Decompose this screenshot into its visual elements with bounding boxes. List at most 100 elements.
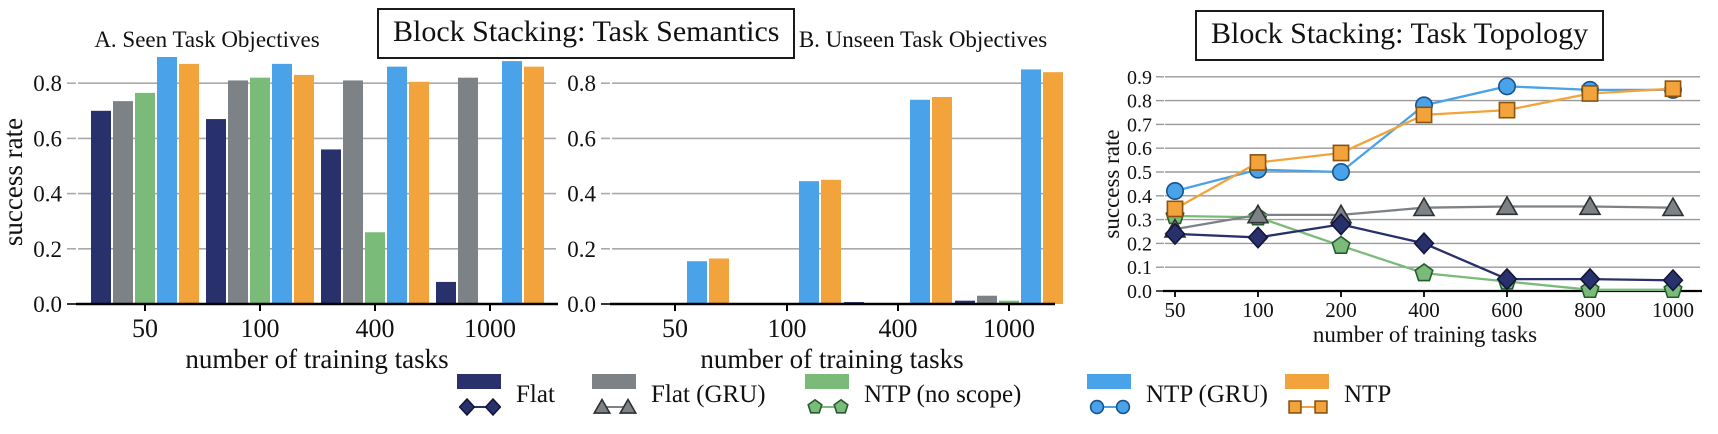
square-marker-icon <box>1166 200 1184 218</box>
bar-ntp-gru-50 <box>687 261 707 304</box>
x-axis-label: number of training tasks <box>700 344 963 374</box>
y-tick-label: 0.9 <box>1127 67 1152 89</box>
y-tick-label: 0.2 <box>567 237 596 262</box>
bar-ntp-50 <box>709 258 729 304</box>
triangle-marker-icon <box>618 397 638 414</box>
y-tick-label: 0.6 <box>567 126 596 151</box>
x-tick-label: 400 <box>879 314 918 343</box>
diamond-marker-icon <box>1496 267 1518 291</box>
y-tick-label: 0.3 <box>1127 210 1152 232</box>
line-chart-task-topology: 0.00.10.20.30.40.50.60.70.80.9 50 100 200 40… <box>1105 67 1702 347</box>
legend-glyph-ntp-gru <box>1087 374 1131 415</box>
x-tick-label: 50 <box>1165 298 1186 322</box>
diamond-marker-icon <box>1330 212 1352 236</box>
circle-marker-icon <box>1165 182 1184 201</box>
y-axis-label: success rate <box>1105 129 1124 238</box>
bar-flat-400 <box>321 149 341 304</box>
triangle-marker-icon <box>1578 195 1602 216</box>
diamond-marker-icon <box>484 397 502 417</box>
subtitle-unseen-task-objectives: B. Unseen Task Objectives <box>798 27 1048 52</box>
title-task-semantics: Block Stacking: Task Semantics <box>377 8 796 59</box>
legend-label: Flat <box>516 381 555 408</box>
legend-swatch <box>1087 374 1131 389</box>
x-axis-label: number of training tasks <box>185 344 448 374</box>
bar-ntp-400 <box>409 81 429 304</box>
bar-ntp-1000 <box>1043 72 1063 304</box>
diamond-marker-icon <box>1247 226 1269 249</box>
legend: Flat Flat (GRU) NTP (no scope) NTP (GRU) NTP <box>0 371 1718 427</box>
x-tick-label: 100 <box>768 314 807 343</box>
legend-item-flat-gru: Flat (GRU) <box>590 371 766 419</box>
x-axis-label: number of training tasks <box>1313 322 1537 347</box>
y-axis-label: success rate <box>0 118 28 246</box>
legend-label: NTP (GRU) <box>1146 381 1268 408</box>
subtitle-seen-task-objectives: A. Seen Task Objectives <box>94 27 320 52</box>
bar-ntp-50 <box>179 63 199 304</box>
bar-ntp-no-scope-1000 <box>999 300 1019 304</box>
bar-ntp-gru-400 <box>910 99 930 304</box>
legend-glyph-ntp <box>1285 374 1329 414</box>
y-tick-label: 0.0 <box>33 292 62 317</box>
diamond-marker-icon <box>1662 268 1684 292</box>
legend-item-ntp: NTP <box>1283 371 1391 419</box>
legend-label: NTP <box>1344 381 1392 408</box>
bar-ntp-100 <box>821 179 841 304</box>
bar-flat-gru-50 <box>113 101 133 304</box>
diamond-marker-icon <box>1579 267 1601 291</box>
bar-chart-seen-task-objectives: 0.0 0.2 0.4 0.6 0.8 50 100 400 1000 number of tra… <box>0 56 558 374</box>
pentagon-marker-icon <box>807 398 823 414</box>
bar-ntp-100 <box>294 74 314 304</box>
square-marker-icon <box>1249 154 1267 171</box>
diamond-marker-icon <box>1164 222 1186 246</box>
pentagon-marker-icon <box>833 398 849 414</box>
y-tick-label: 0.1 <box>1127 257 1152 279</box>
x-tick-label: 1000 <box>1652 298 1694 322</box>
square-marker-icon <box>1664 80 1682 98</box>
triangle-marker-icon <box>1412 196 1436 217</box>
title-task-topology: Block Stacking: Task Topology <box>1195 10 1605 61</box>
bar-ntp-400 <box>932 97 952 304</box>
x-tick-label: 50 <box>132 314 158 343</box>
circle-marker-icon <box>1497 77 1516 96</box>
bar-ntp-no-scope-50 <box>135 92 155 304</box>
y-tick-label: 0.8 <box>567 71 596 96</box>
bar-flat-100 <box>206 119 226 304</box>
bar-flat-gru-400 <box>343 80 363 304</box>
legend-item-ntp-gru: NTP (GRU) <box>1085 371 1268 419</box>
square-marker-icon <box>1415 106 1433 124</box>
circle-marker-icon <box>1115 399 1131 415</box>
circle-marker-icon <box>1089 399 1105 415</box>
y-tick-label: 0.2 <box>1127 233 1152 255</box>
square-marker-icon <box>1288 400 1302 414</box>
bar-flat-gru-1000 <box>458 77 478 305</box>
legend-glyph-flat <box>457 374 502 417</box>
y-tick-label: 0.8 <box>33 71 62 96</box>
bar-chart-unseen-task-objectives: 0.0 0.2 0.4 0.6 0.8 50 100 400 1000 number of tra… <box>567 69 1063 374</box>
y-tick-label: 0.2 <box>33 237 62 262</box>
x-tick-label: 800 <box>1574 298 1606 322</box>
bar-ntp-gru-1000 <box>1021 69 1041 305</box>
legend-label: NTP (no scope) <box>864 381 1022 408</box>
square-marker-icon <box>1314 400 1328 414</box>
y-tick-label: 0.5 <box>1127 162 1152 184</box>
square-marker-icon <box>1581 85 1599 102</box>
pentagon-marker-icon <box>1414 262 1434 282</box>
triangle-marker-icon <box>592 397 612 414</box>
bar-flat-gru-100 <box>228 80 248 304</box>
y-tick-label: 0.0 <box>1127 281 1152 303</box>
x-tick-label: 50 <box>662 314 688 343</box>
bar-flat-50 <box>91 110 111 304</box>
legend-label: Flat (GRU) <box>651 381 766 408</box>
x-tick-label: 1000 <box>464 314 516 343</box>
x-tick-label: 1000 <box>983 314 1035 343</box>
y-tick-label: 0.4 <box>567 182 596 207</box>
y-tick-label: 0.4 <box>33 182 62 207</box>
y-tick-label: 0.6 <box>1127 138 1152 160</box>
bar-ntp-gru-100 <box>272 63 292 304</box>
y-tick-label: 0.4 <box>1127 186 1152 208</box>
legend-swatch <box>805 374 849 389</box>
triangle-marker-icon <box>1246 203 1270 224</box>
bar-ntp-no-scope-400 <box>365 232 385 304</box>
pentagon-marker-icon <box>1331 235 1351 255</box>
circle-marker-icon <box>1332 163 1351 182</box>
